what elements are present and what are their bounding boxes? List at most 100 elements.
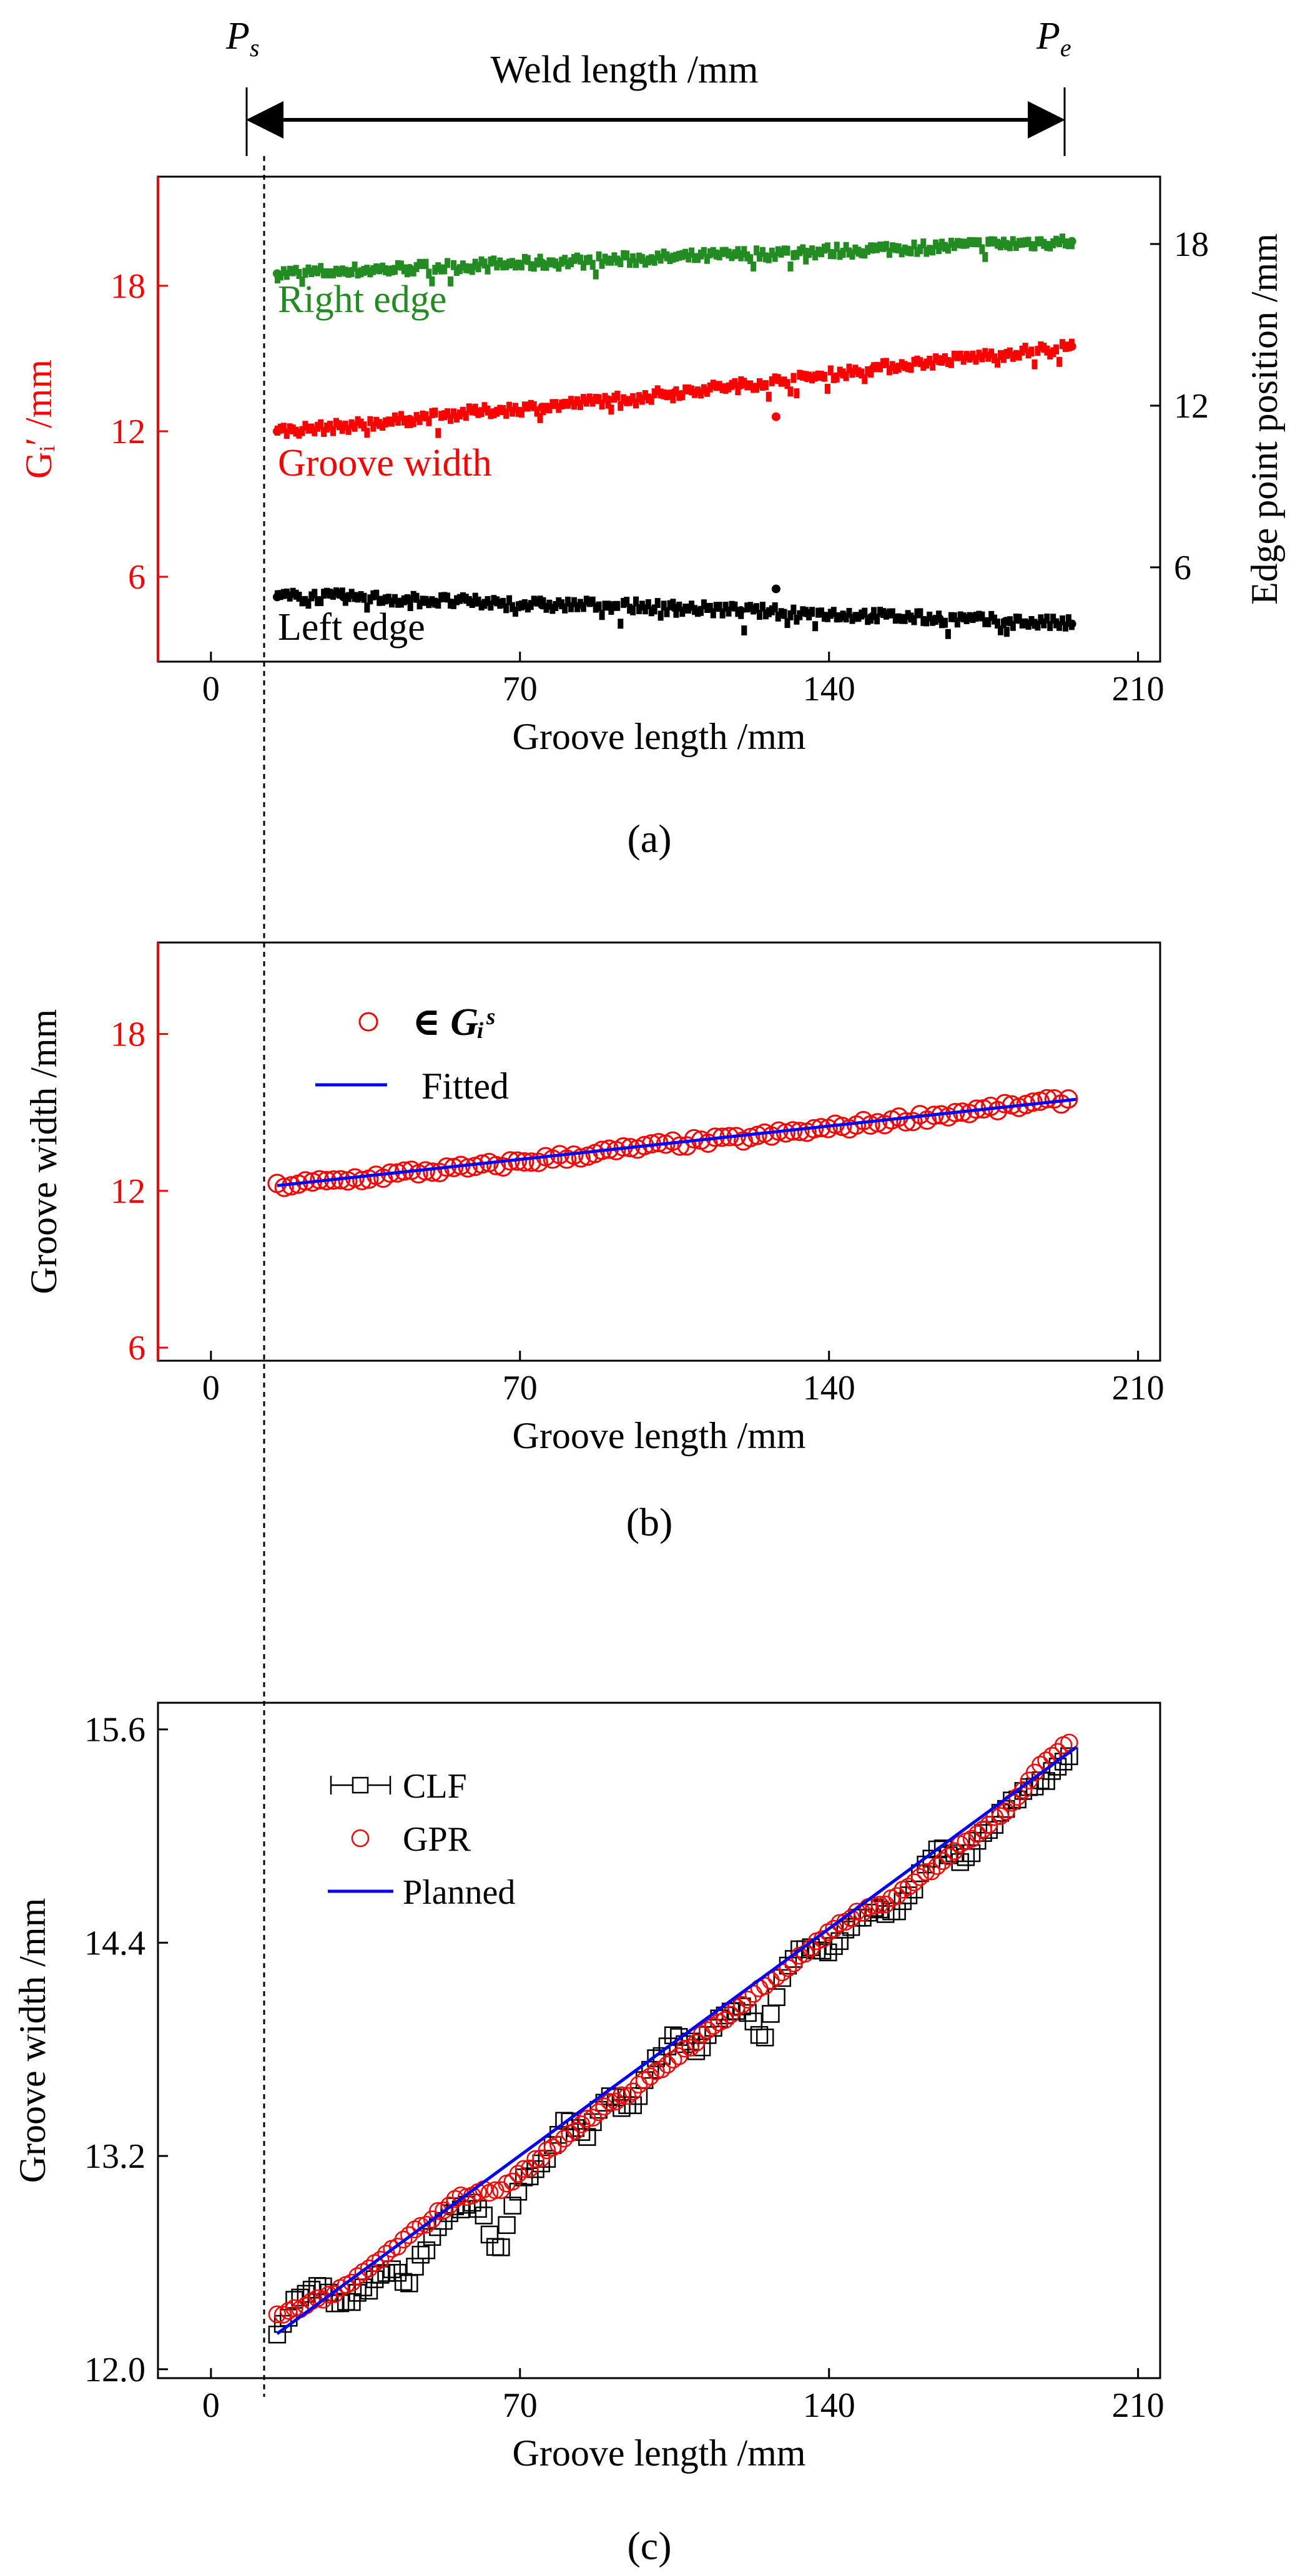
gpr-marker <box>566 2122 585 2140</box>
data-point <box>670 603 679 612</box>
data-point <box>935 242 944 252</box>
data-point <box>272 269 282 278</box>
gpr-marker <box>549 2135 568 2154</box>
gpr-marker <box>870 1896 889 1914</box>
clf-marker <box>383 2260 401 2278</box>
data-point <box>1067 237 1076 246</box>
scatter-marker <box>528 1152 548 1172</box>
gpr-marker <box>440 2196 458 2215</box>
gpr-marker <box>343 2273 361 2292</box>
gpr-marker <box>606 2092 625 2111</box>
x-tick-label: 70 <box>503 670 538 708</box>
clf-marker <box>492 2238 510 2256</box>
right-y-tick-label: 12 <box>1174 387 1209 426</box>
gpr-marker <box>406 2220 424 2239</box>
gpr-marker <box>876 1895 895 1914</box>
clf-marker <box>1060 1747 1078 1765</box>
clf-marker <box>692 2038 711 2057</box>
series-label: Left edge <box>278 606 425 649</box>
gpr-marker <box>917 1863 935 1881</box>
clf-marker <box>411 2245 430 2264</box>
gpr-marker <box>624 2082 643 2100</box>
gpr-marker <box>411 2216 430 2235</box>
clf-marker <box>360 2281 378 2300</box>
data-point <box>869 611 878 620</box>
weld-length-header: Ps Pe Weld length /mm <box>225 15 1071 156</box>
data-point <box>405 595 415 604</box>
series-right-edge <box>272 233 1076 287</box>
clf-marker <box>423 2228 441 2246</box>
scatter-marker <box>1058 1089 1078 1109</box>
gpr-marker <box>492 2181 510 2200</box>
clf-marker <box>417 2241 436 2260</box>
chart-panel-a: 0 70 140 210 6 12 18 6 12 18 Groove length /mm Gᵢ′ … <box>18 175 1285 757</box>
x-tick-label: 140 <box>803 2386 855 2425</box>
scatter-marker <box>352 1170 372 1190</box>
data-point <box>802 373 812 383</box>
legend-scatter-marker <box>358 1012 378 1032</box>
data-point <box>338 267 348 276</box>
gpr-marker <box>613 2086 631 2105</box>
data-point <box>935 614 944 623</box>
gpr-marker <box>618 2087 636 2105</box>
caption-c: (c) <box>627 2524 671 2568</box>
scatter-marker <box>423 1162 443 1182</box>
clf-marker <box>561 2112 579 2130</box>
clf-marker <box>624 2096 643 2115</box>
legend-gpr-label: GPR <box>403 1820 471 1859</box>
x-tick-label: 0 <box>202 670 220 708</box>
clf-marker <box>526 2160 544 2178</box>
gpr-marker <box>676 2039 694 2058</box>
clf-marker <box>388 2263 407 2282</box>
y-tick-label: 18 <box>111 1016 145 1054</box>
x-tick-label: 0 <box>202 2386 220 2425</box>
gpr-marker <box>687 2034 706 2052</box>
outlier-point <box>771 584 780 594</box>
gpr-marker <box>372 2251 390 2269</box>
clf-marker <box>331 2294 350 2313</box>
data-point <box>405 414 415 424</box>
gpr-marker <box>635 2071 654 2090</box>
data-point <box>670 388 679 397</box>
chart-panel-b: 0 70 140 210 6 12 18 Groove length /mm Groove wi… <box>23 941 1165 1456</box>
gpr-marker <box>962 1829 981 1848</box>
gpr-marker <box>325 2285 344 2303</box>
data-point <box>604 600 613 610</box>
caption-a: (a) <box>627 816 671 861</box>
gpr-marker <box>658 2055 677 2074</box>
x-tick-label: 210 <box>1112 2386 1165 2425</box>
gpr-marker <box>285 2299 303 2318</box>
scatter-marker <box>458 1158 478 1178</box>
clf-marker <box>343 2293 361 2311</box>
clf-marker <box>744 2012 763 2030</box>
gpr-marker <box>899 1878 918 1896</box>
legend-line-label: Fitted <box>421 1065 509 1107</box>
x-tick-label: 70 <box>503 1369 538 1408</box>
gpr-marker <box>400 2226 418 2245</box>
gpr-marker <box>922 1862 940 1881</box>
right-y-tick-label: 6 <box>1174 549 1191 587</box>
clf-marker <box>762 2005 780 2023</box>
planned-line <box>276 1746 1078 2335</box>
clf-marker <box>406 2258 424 2276</box>
data-point <box>670 253 679 262</box>
clf-marker <box>302 2281 321 2299</box>
left-y-axis-title: Gᵢ′ /mm <box>18 360 59 479</box>
data-point <box>802 609 812 618</box>
series-planned <box>276 1746 1078 2335</box>
clf-marker <box>773 1969 792 1987</box>
legend-clf-label: CLF <box>403 1767 467 1806</box>
clf-marker <box>670 2028 688 2046</box>
y-tick-label: 15.6 <box>84 1711 145 1750</box>
fitted-line <box>277 1097 1076 1187</box>
scatter-marker <box>430 1163 450 1183</box>
legend-planned-label: Planned <box>403 1873 515 1912</box>
gpr-marker <box>739 1991 757 2009</box>
gpr-marker <box>578 2109 596 2128</box>
clf-marker <box>268 2325 287 2344</box>
right-y-tick-label: 18 <box>1174 225 1209 264</box>
scatter-marker <box>521 1152 541 1172</box>
data-point <box>736 605 746 615</box>
x-tick-label: 210 <box>1112 670 1165 708</box>
clf-marker <box>503 2196 522 2215</box>
